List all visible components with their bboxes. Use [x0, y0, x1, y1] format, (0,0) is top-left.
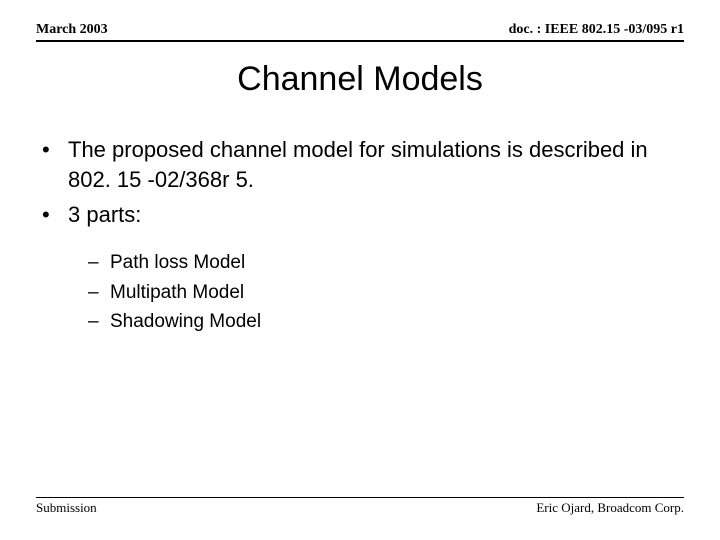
bullet-marker: •	[42, 135, 68, 194]
slide: March 2003 doc. : IEEE 802.15 -03/095 r1…	[0, 0, 720, 540]
header-date: March 2003	[36, 22, 108, 38]
sub-bullet-list: – Path loss Model – Multipath Model – Sh…	[36, 250, 684, 335]
slide-body: • The proposed channel model for simulat…	[36, 135, 684, 335]
sub-bullet-text: Multipath Model	[110, 280, 244, 306]
dash-marker: –	[88, 250, 110, 276]
sub-bullet-text: Shadowing Model	[110, 309, 261, 335]
bullet-text: 3 parts:	[68, 200, 141, 230]
slide-title: Channel Models	[36, 60, 684, 99]
sub-bullet-item: – Multipath Model	[36, 280, 684, 306]
sub-bullet-item: – Path loss Model	[36, 250, 684, 276]
dash-marker: –	[88, 309, 110, 335]
dash-marker: –	[88, 280, 110, 306]
header-row: March 2003 doc. : IEEE 802.15 -03/095 r1	[36, 22, 684, 42]
bullet-text: The proposed channel model for simulatio…	[68, 135, 684, 194]
bullet-item: • The proposed channel model for simulat…	[36, 135, 684, 194]
footer-row: Submission Eric Ojard, Broadcom Corp.	[36, 497, 684, 516]
footer-left: Submission	[36, 500, 97, 516]
bullet-marker: •	[42, 200, 68, 230]
sub-bullet-text: Path loss Model	[110, 250, 245, 276]
sub-bullet-item: – Shadowing Model	[36, 309, 684, 335]
bullet-item: • 3 parts:	[36, 200, 684, 230]
header-docref: doc. : IEEE 802.15 -03/095 r1	[509, 22, 684, 38]
footer-right: Eric Ojard, Broadcom Corp.	[536, 500, 684, 516]
